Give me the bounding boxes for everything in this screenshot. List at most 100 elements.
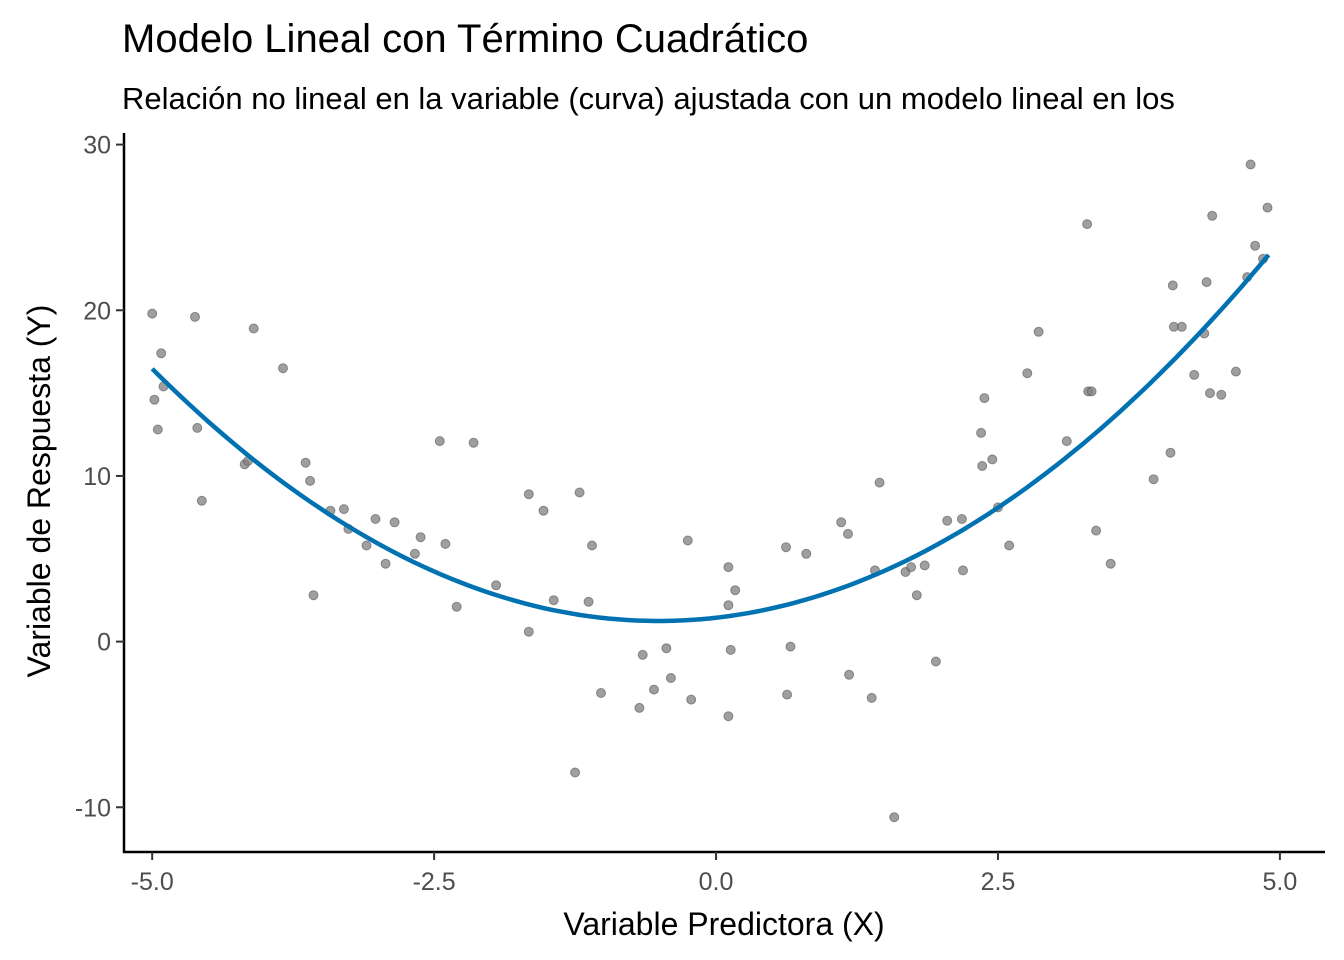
data-point (1082, 219, 1093, 230)
data-point (956, 514, 967, 524)
points-layer (147, 159, 1273, 823)
fit-curve (150, 253, 1271, 624)
data-point (1216, 389, 1227, 400)
data-point (976, 427, 987, 438)
data-point (574, 487, 585, 498)
data-point (523, 489, 534, 500)
data-point (1105, 558, 1116, 569)
y-tick-label: 30 (83, 132, 111, 160)
data-point (1091, 525, 1102, 536)
data-point (156, 348, 167, 359)
data-point (434, 436, 445, 447)
data-point (1033, 326, 1044, 337)
data-point (149, 394, 160, 405)
data-point (147, 308, 158, 319)
x-ticks: -5.0 -2.5 0.0 2.5 5.0 (131, 852, 1298, 896)
x-tick-label: 0.0 (699, 868, 734, 896)
data-point (1086, 386, 1097, 397)
data-point (1167, 280, 1178, 291)
x-tick-label: -2.5 (413, 868, 456, 896)
data-point (1245, 159, 1256, 170)
data-point (686, 694, 697, 705)
data-point (866, 692, 877, 703)
y-tick-label: 0 (97, 629, 111, 657)
data-point (468, 437, 479, 448)
data-point (1250, 240, 1261, 251)
data-point (1148, 474, 1159, 485)
data-point (361, 540, 372, 551)
data-point (637, 649, 648, 660)
data-point (889, 812, 900, 823)
data-point (1205, 388, 1215, 399)
data-point (370, 514, 381, 524)
data-point (1061, 436, 1072, 447)
data-point (596, 688, 606, 698)
data-point (308, 590, 319, 601)
x-tick-label: 5.0 (1263, 868, 1298, 896)
data-point (190, 311, 200, 322)
data-point (305, 475, 316, 486)
data-point (634, 702, 645, 713)
data-point (649, 684, 659, 695)
data-point (661, 643, 672, 654)
data-point (1230, 366, 1241, 377)
data-point (409, 548, 420, 559)
data-point (583, 596, 594, 607)
data-point (440, 538, 451, 549)
data-point (1201, 277, 1212, 288)
data-point (987, 454, 998, 465)
data-point (782, 689, 793, 700)
y-axis-title: Variable de Respuesta (Y) (21, 305, 57, 678)
data-point (942, 515, 953, 526)
y-tick-label: -10 (75, 794, 111, 822)
data-point (911, 590, 922, 601)
data-point (1165, 447, 1176, 458)
data-point (665, 673, 676, 683)
data-point (415, 532, 426, 543)
data-point (491, 580, 502, 591)
data-point (730, 585, 741, 596)
data-point (958, 565, 968, 576)
data-point (725, 644, 736, 655)
data-point (781, 542, 791, 553)
data-point (1176, 321, 1187, 332)
data-point (538, 505, 549, 516)
data-point (548, 595, 559, 606)
data-point (906, 562, 917, 573)
data-point (723, 562, 734, 573)
data-point (338, 504, 349, 515)
data-point (192, 422, 203, 433)
data-point (451, 601, 462, 612)
data-point (1207, 210, 1218, 221)
data-point (979, 393, 990, 404)
data-point (1189, 369, 1200, 380)
data-point (801, 548, 812, 559)
data-point (587, 540, 597, 551)
y-tick-label: 10 (83, 463, 111, 491)
data-point (919, 560, 930, 571)
y-ticks: -10 0 10 20 30 (75, 132, 124, 822)
data-point (389, 517, 400, 528)
data-point (523, 626, 534, 637)
data-point (682, 535, 693, 546)
data-point (836, 517, 847, 528)
x-axis-title: Variable Predictora (X) (563, 906, 884, 942)
data-point (843, 528, 853, 539)
data-point (874, 477, 885, 488)
data-point (723, 711, 734, 722)
chart-title: Modelo Lineal con Término Cuadrático (122, 17, 808, 61)
data-point (723, 600, 734, 611)
x-tick-label: 2.5 (981, 868, 1016, 896)
data-point (570, 767, 581, 778)
data-point (977, 461, 988, 471)
data-point (1022, 368, 1033, 379)
data-point (1004, 540, 1015, 551)
y-tick-label: 20 (83, 297, 111, 325)
data-point (380, 558, 391, 569)
data-point (930, 656, 941, 667)
data-point (1262, 202, 1273, 213)
data-point (278, 363, 288, 374)
data-point (300, 457, 311, 468)
data-point (152, 424, 163, 435)
data-point (785, 641, 796, 652)
